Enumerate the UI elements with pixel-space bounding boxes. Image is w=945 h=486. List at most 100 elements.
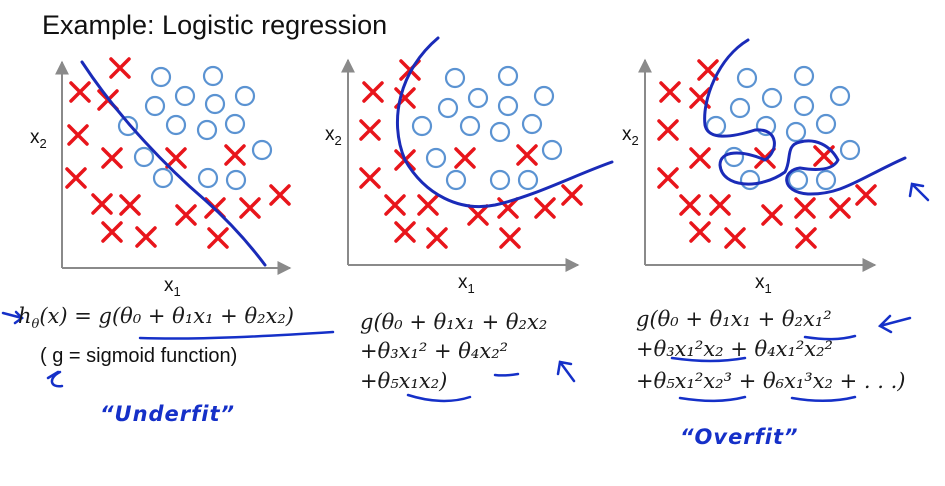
panel3-formula-line1: g(θ₀ + θ₁x₁ + θ₂x₁²: [636, 307, 832, 331]
overfit-annotation: “Overfit”: [680, 425, 799, 449]
circle-marker: [165, 114, 187, 136]
panel3-formula-line2: +θ₃x₁²x₂ + θ₄x₁²x₂²: [636, 337, 833, 361]
circle-marker: [225, 169, 247, 191]
circle-marker: [445, 169, 467, 191]
panel3-markers: [657, 59, 877, 249]
cross-marker: [135, 226, 157, 248]
circle-marker: [144, 95, 166, 117]
cross-marker: [659, 81, 681, 103]
panel1-xlabel: x1: [164, 275, 181, 299]
circle-marker: [251, 139, 273, 161]
cross-marker: [534, 197, 556, 219]
panel3-axes: [638, 58, 877, 272]
cross-marker: [516, 144, 538, 166]
cross-marker: [795, 227, 817, 249]
circle-marker: [117, 115, 139, 137]
circle-marker: [787, 169, 809, 191]
underline-stroke: [406, 393, 472, 403]
panel2-axes: [341, 58, 580, 272]
cross-marker: [709, 194, 731, 216]
cross-marker: [69, 81, 91, 103]
cross-marker: [697, 59, 719, 81]
circle-marker: [497, 65, 519, 87]
cross-marker: [499, 227, 521, 249]
panel3-ylabel: x2: [622, 124, 639, 148]
panel3-formula-line3: +θ₅x₁²x₂³ + θ₆x₁³x₂ + . . .): [636, 369, 906, 393]
cross-marker: [67, 124, 89, 146]
cross-marker: [855, 184, 877, 206]
circle-marker: [489, 121, 511, 143]
circle-marker: [755, 115, 777, 137]
circle-marker: [437, 97, 459, 119]
circle-marker: [729, 97, 751, 119]
underline-stroke: [803, 334, 857, 341]
circle-marker: [196, 119, 218, 141]
circle-marker: [497, 95, 519, 117]
cross-marker: [175, 204, 197, 226]
cross-marker: [224, 144, 246, 166]
cross-marker: [109, 57, 131, 79]
circle-marker: [150, 66, 172, 88]
circle-marker: [133, 146, 155, 168]
circle-marker: [815, 113, 837, 135]
arrow-icon: [556, 360, 576, 383]
cross-marker: [794, 197, 816, 219]
cross-marker: [657, 167, 679, 189]
circle-marker: [202, 65, 224, 87]
circle-marker: [793, 65, 815, 87]
panel3-decision-boundary: [703, 38, 907, 196]
cross-marker: [689, 221, 711, 243]
circle-marker: [533, 85, 555, 107]
cross-marker: [724, 227, 746, 249]
cross-marker: [359, 119, 381, 141]
cross-marker: [829, 197, 851, 219]
underline-stroke: [493, 372, 520, 377]
cross-marker: [394, 221, 416, 243]
arrow-icon: [877, 314, 912, 334]
circle-marker: [736, 67, 758, 89]
cross-marker: [207, 227, 229, 249]
cross-marker: [101, 147, 123, 169]
panel1-axes: [55, 60, 292, 275]
circle-marker: [411, 115, 433, 137]
underline-stroke: [670, 356, 747, 363]
circle-marker: [839, 139, 861, 161]
circle-marker: [234, 85, 256, 107]
cross-marker: [417, 194, 439, 216]
cross-marker: [269, 184, 291, 206]
cross-marker: [561, 184, 583, 206]
panel2-formula-line2: +θ₃x₁² + θ₄x₂²: [360, 339, 509, 363]
cross-marker: [689, 147, 711, 169]
cross-marker: [426, 227, 448, 249]
panel2-xlabel: x1: [458, 272, 475, 296]
circle-marker: [761, 87, 783, 109]
panel1-hypothesis: hθ(x) = g(θ₀ + θ₁x₁ + θ₂x₂): [18, 304, 294, 332]
panel3-xlabel: x1: [755, 272, 772, 296]
cross-marker: [384, 194, 406, 216]
panel1-ylabel: x2: [30, 127, 47, 151]
underfit-annotation: “Underfit”: [100, 402, 236, 426]
cross-marker: [761, 204, 783, 226]
circle-marker: [197, 167, 219, 189]
circle-marker: [517, 169, 539, 191]
underline-stroke: [790, 395, 857, 403]
circle-marker: [459, 115, 481, 137]
cross-marker: [119, 194, 141, 216]
circle-marker: [723, 146, 745, 168]
underline-stroke: [138, 330, 335, 340]
circle-marker: [152, 167, 174, 189]
slide-title: Example: Logistic regression: [42, 10, 388, 40]
panel1-decision-boundary: [80, 60, 267, 267]
underline-stroke: [678, 395, 747, 403]
cross-marker: [65, 167, 87, 189]
circle-marker: [224, 113, 246, 135]
panel2-ylabel: x2: [325, 124, 342, 148]
curl-arrow-icon: [46, 370, 64, 388]
circle-marker: [793, 95, 815, 117]
circle-marker: [489, 169, 511, 191]
circle-marker: [739, 169, 761, 191]
panel2-formula-line3: +θ₅x₁x₂): [360, 369, 448, 393]
cross-marker: [657, 119, 679, 141]
cross-marker: [679, 194, 701, 216]
panel1-note: ( g = sigmoid function): [40, 345, 238, 367]
